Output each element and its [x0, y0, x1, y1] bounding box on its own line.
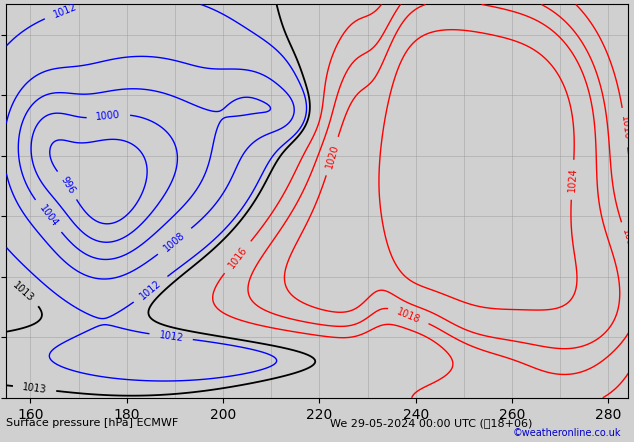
Text: 1004: 1004	[37, 203, 60, 229]
Text: 1018: 1018	[619, 228, 634, 255]
Text: 1016: 1016	[619, 115, 631, 141]
Text: 1013: 1013	[11, 280, 36, 304]
Text: 1012: 1012	[138, 278, 164, 301]
Text: 1024: 1024	[567, 167, 578, 192]
Text: 1012: 1012	[51, 1, 78, 20]
Text: 1013: 1013	[22, 382, 48, 395]
Text: 1008: 1008	[162, 230, 187, 253]
Text: 1012: 1012	[158, 330, 184, 343]
Text: Surface pressure [hPa] ECMWF: Surface pressure [hPa] ECMWF	[6, 418, 179, 428]
Text: 1018: 1018	[395, 306, 422, 325]
Text: We 29-05-2024 00:00 UTC (⁲18+06): We 29-05-2024 00:00 UTC (⁲18+06)	[330, 418, 532, 428]
Text: ©weatheronline.co.uk: ©weatheronline.co.uk	[513, 427, 621, 438]
Text: 996: 996	[58, 175, 77, 196]
Text: 1016: 1016	[226, 244, 249, 270]
Text: 1000: 1000	[96, 110, 121, 122]
Text: 1020: 1020	[324, 143, 340, 169]
